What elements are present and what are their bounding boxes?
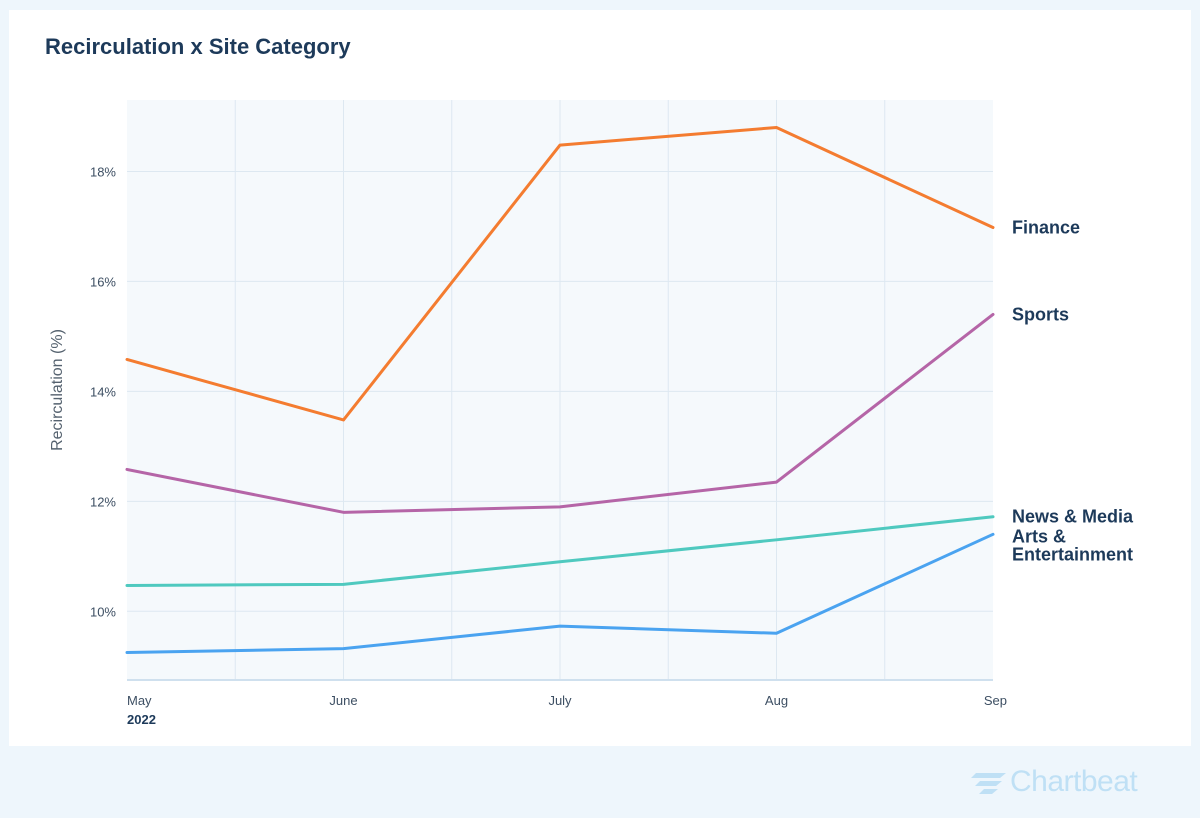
series-label: News & Media [1012, 507, 1134, 527]
series-label-line: Sports [1012, 304, 1069, 324]
y-tick-label: 12% [90, 494, 116, 509]
series-line [125, 515, 995, 587]
vertical-gridlines [234, 100, 886, 680]
series-line [125, 125, 995, 422]
series-label-line: News & Media [1012, 507, 1134, 527]
series-lines [125, 125, 995, 655]
chartbeat-logo: Chartbeat [970, 762, 1138, 802]
chartbeat-logo-text: Chartbeat [1010, 765, 1138, 798]
x-tick-label: May [127, 693, 152, 708]
series-label: Sports [1012, 304, 1069, 324]
chartbeat-logo-icon [971, 773, 1006, 794]
series-line [125, 312, 995, 514]
x-tick-label: July [548, 693, 572, 708]
x-tick-label: Sep [984, 693, 1007, 708]
chart-title: Recirculation x Site Category [45, 34, 351, 59]
y-tick-label: 16% [90, 274, 116, 289]
y-axis-label: Recirculation (%) [49, 329, 66, 451]
x-tick-label: Aug [765, 693, 788, 708]
series-label: Arts & Entertainment [1012, 527, 1133, 565]
series-label-line: Entertainment [1012, 545, 1133, 565]
y-axis-ticks: 10% 12% 14% 16% 18% [90, 164, 116, 619]
x-axis-year-label: 2022 [127, 712, 156, 727]
series-label-line: Finance [1012, 218, 1080, 238]
y-tick-label: 10% [90, 604, 116, 619]
y-tick-label: 14% [90, 384, 116, 399]
series-label: Finance [1012, 218, 1080, 238]
y-tick-label: 18% [90, 164, 116, 179]
series-label-line: Arts & [1012, 527, 1066, 547]
x-tick-label: June [329, 693, 357, 708]
series-line [125, 532, 995, 655]
horizontal-gridlines [127, 170, 993, 612]
x-axis-ticks: May June July Aug Sep [127, 693, 1007, 708]
